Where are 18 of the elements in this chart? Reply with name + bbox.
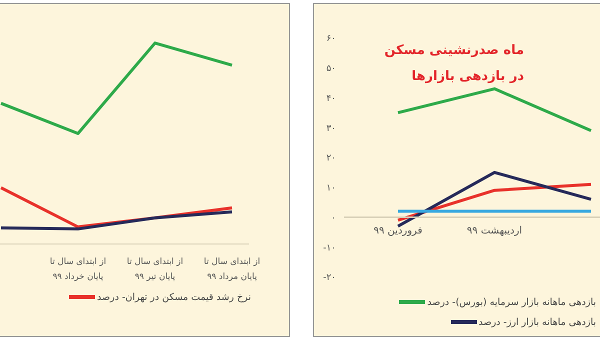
x-tick-label: فروردین ۹۹ xyxy=(374,225,423,236)
y-tick-label: ۴۰ xyxy=(326,94,336,104)
y-tick-label: ۰ xyxy=(331,213,336,224)
y-tick-label: -۲۰ xyxy=(323,273,336,284)
y-tick-label: -۱۰ xyxy=(323,243,336,254)
text: ماه صدرنشینی مسکن در بازدهی بازارها xyxy=(383,42,524,86)
x-tick-label: از ابتدای سال تا پایان تیر ۹۹ xyxy=(126,257,184,282)
y-tick-label: ۳۰ xyxy=(326,124,336,134)
y-tick-label: ۱۰ xyxy=(326,184,336,194)
x-tick-label: از ابتدای سال تا پایان خرداد ۹۹ xyxy=(50,257,106,282)
y-tick-label: ۶۰ xyxy=(326,34,336,44)
legend-label: بازدهی ماهانه بازار سرمایه (بورس)- درصد xyxy=(427,296,596,308)
x-tick-label: اردیبهشت ۹۹ xyxy=(466,225,522,236)
y-tick-label: ۵۰ xyxy=(326,64,336,74)
legend-label: نرخ رشد قیمت مسکن در تهران- درصد xyxy=(97,292,251,302)
legend-label: بازدهی ماهانه بازار ارز- درصد xyxy=(478,316,596,328)
x-tick-label: از ابتدای سال تا پایان مرداد ۹۹ xyxy=(204,257,260,282)
y-tick-label: ۲۰ xyxy=(326,154,336,164)
